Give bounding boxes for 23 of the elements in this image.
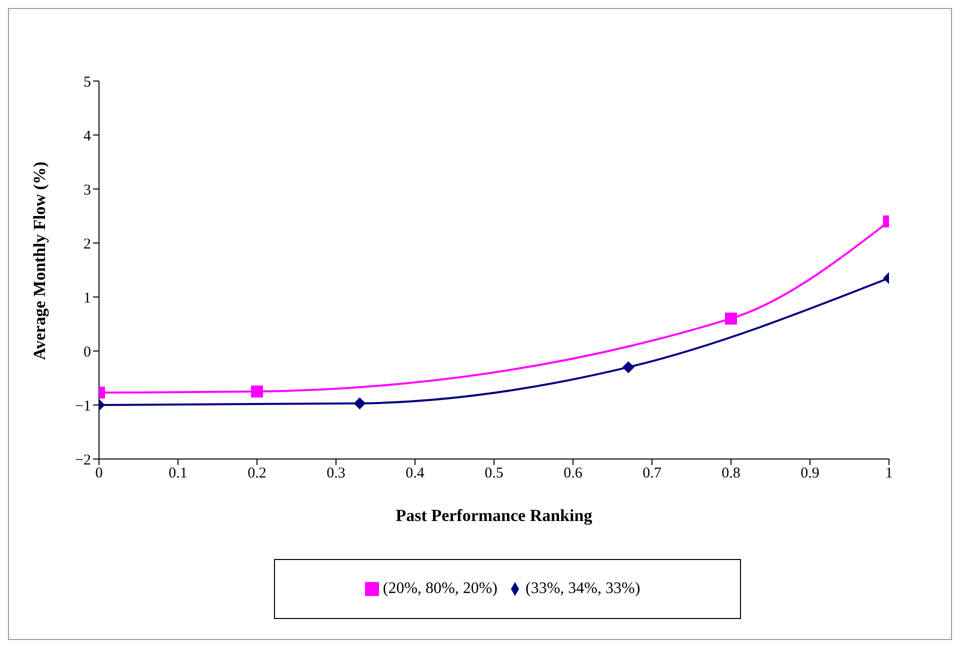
x-axis-title: Past Performance Ranking	[396, 506, 593, 526]
legend-label: (33%, 34%, 33%)	[526, 580, 640, 597]
x-tick-label: 0.4	[406, 466, 425, 482]
y-tick-label: 4	[84, 128, 92, 144]
x-tick-label: 0.5	[484, 466, 504, 482]
x-tick-label: 0.6	[564, 466, 583, 482]
y-tick-label: 0	[84, 344, 91, 360]
y-tick-label: −1	[75, 398, 91, 414]
x-tick-label: 1	[885, 466, 893, 482]
y-tick-label: −2	[75, 452, 91, 468]
x-tick-label: 0.8	[722, 466, 740, 482]
y-tick-label: 1	[84, 290, 91, 306]
x-tick-label: 0	[95, 466, 103, 482]
y-tick-label: 5	[84, 74, 91, 90]
x-tick-label: 0.3	[326, 466, 346, 482]
y-tick-label: 2	[84, 236, 91, 252]
x-tick-label: 0.7	[642, 466, 662, 482]
legend-label: (20%, 80%, 20%)	[382, 580, 498, 597]
x-tick-label: 0.1	[168, 466, 188, 482]
x-tick-label: 0.2	[248, 466, 266, 482]
x-tick-label: 0.9	[800, 466, 820, 482]
y-axis-title: Average Monthly Flow (%)	[30, 162, 50, 360]
y-tick-label: 3	[84, 182, 91, 198]
